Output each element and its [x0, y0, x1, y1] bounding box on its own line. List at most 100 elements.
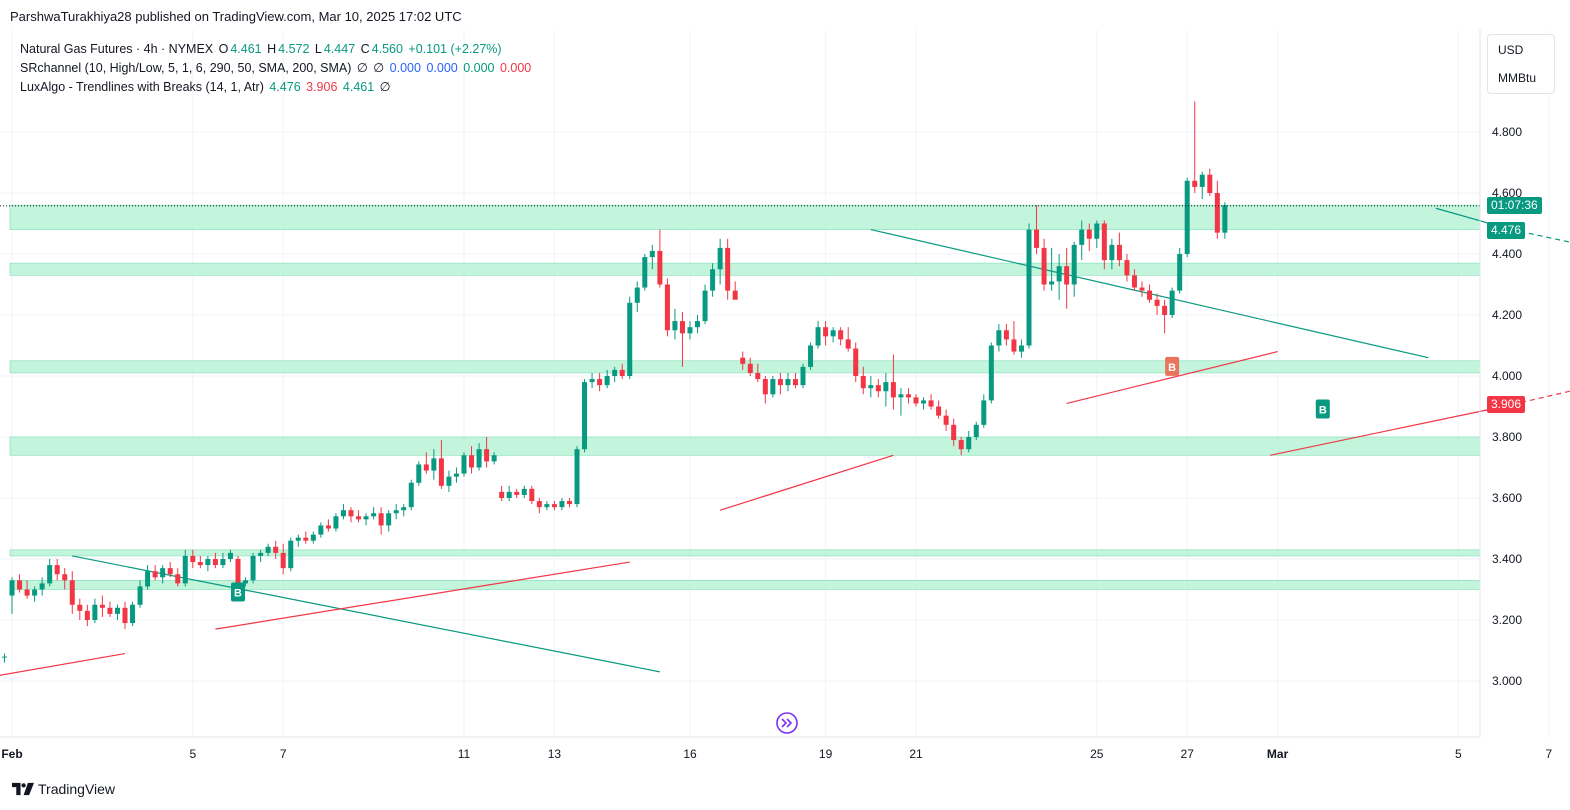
- candle-body: [92, 604, 98, 620]
- price-tick-label: 3.400: [1492, 552, 1522, 566]
- candle-body: [657, 250, 663, 285]
- candle-body: [99, 604, 105, 608]
- candle-body: [1071, 244, 1077, 285]
- units-selector[interactable]: USD MMBtu: [1487, 34, 1555, 94]
- lower-trendline-price-tag: 3.906: [1487, 395, 1526, 413]
- candle-body: [506, 491, 512, 498]
- candle-body: [386, 513, 392, 526]
- srchannel-value-3: 0.000: [463, 61, 495, 75]
- candle-body: [250, 555, 256, 581]
- candle-body: [544, 504, 550, 508]
- candle-body: [740, 357, 746, 364]
- candle-body: [860, 376, 866, 389]
- legend-luxalgo[interactable]: LuxAlgo - Trendlines with Breaks (14, 1,…: [20, 78, 533, 97]
- candle-body: [39, 583, 45, 590]
- candle-body: [1049, 281, 1055, 285]
- candle-body: [107, 607, 113, 614]
- candle-body: [288, 540, 294, 569]
- candle-body: [996, 330, 1002, 346]
- candle-body: [280, 552, 286, 569]
- srchannel-value-2: 0.000: [426, 61, 458, 75]
- candle-body: [792, 379, 798, 386]
- candle-body: [725, 247, 731, 291]
- candle-body: [551, 504, 557, 508]
- legend-srchannel[interactable]: SRchannel (10, High/Low, 5, 1, 6, 290, 5…: [20, 59, 533, 78]
- candle-body: [845, 339, 851, 349]
- candle-body: [461, 455, 467, 474]
- candle-body: [672, 321, 678, 331]
- candles: [1, 101, 1228, 663]
- current-price-tag: 4.476: [1487, 221, 1526, 239]
- candle-body: [1003, 330, 1009, 340]
- candle-body: [220, 559, 226, 566]
- candle-body: [770, 379, 776, 395]
- candle-body: [1207, 174, 1213, 193]
- time-tick-label: 16: [683, 747, 697, 761]
- candle-body: [1147, 290, 1153, 300]
- luxalgo-value-1: 4.476: [269, 80, 301, 94]
- candle-body: [114, 607, 120, 614]
- go-to-realtime-button[interactable]: [776, 712, 798, 734]
- time-tick-label: Feb: [1, 747, 22, 761]
- candle-body: [235, 559, 241, 584]
- candle-body: [1177, 254, 1183, 291]
- candle-body: [167, 568, 173, 575]
- candle-body: [604, 376, 610, 386]
- candle-body: [521, 488, 527, 495]
- candle-body: [318, 525, 324, 535]
- candle-body: [1131, 275, 1137, 288]
- luxalgo-null: ∅: [379, 80, 391, 94]
- candle-body: [190, 555, 196, 563]
- candle-body: [988, 345, 994, 401]
- candle-body: [529, 488, 535, 502]
- candle-body: [1184, 180, 1190, 254]
- candle-body: [785, 379, 791, 386]
- luxalgo-value-2: 3.906: [306, 80, 338, 94]
- candle-body: [710, 269, 716, 291]
- sr-zone: [9, 436, 1481, 456]
- legend-main-symbol[interactable]: Natural Gas Futures · 4h · NYMEX O 4.461 …: [20, 40, 533, 59]
- candle-body: [589, 379, 595, 383]
- candle-body: [777, 379, 783, 386]
- candle-body: [732, 290, 738, 300]
- candle-body: [130, 604, 136, 624]
- candle-body: [1222, 205, 1228, 233]
- candle-body: [808, 345, 814, 367]
- candle-body: [1041, 247, 1047, 285]
- candle-body: [212, 559, 218, 566]
- time-tick-label: 7: [280, 747, 287, 761]
- open-label: O: [218, 42, 229, 56]
- candle-body: [348, 510, 354, 517]
- low-value: 4.447: [323, 42, 356, 56]
- candle-body: [1214, 193, 1220, 233]
- candle-body: [627, 302, 633, 376]
- candle-body: [1124, 260, 1130, 276]
- price-axis: 4.800 4.600 4.400 4.200 4.000 3.800 3.600 3.400…: [1492, 125, 1522, 688]
- candle-body: [762, 379, 768, 395]
- candle-body: [973, 424, 979, 437]
- candle-body: [815, 327, 821, 346]
- candle-body: [958, 440, 964, 450]
- candle-body: [137, 586, 143, 605]
- candle-body: [898, 394, 904, 398]
- candle-body: [574, 449, 580, 505]
- candle-body: [1026, 229, 1032, 346]
- candle-body: [77, 604, 83, 611]
- tradingview-brand[interactable]: TradingView: [12, 781, 115, 797]
- candle-body: [340, 510, 346, 517]
- srchannel-value-1: 0.000: [389, 61, 421, 75]
- candle-body: [227, 552, 233, 559]
- candle-body: [333, 516, 339, 529]
- sr-zone: [9, 262, 1481, 276]
- tradingview-logo-icon: [12, 782, 34, 796]
- candle-body: [695, 321, 701, 328]
- candle-body: [295, 537, 301, 541]
- candle-body: [890, 382, 896, 398]
- time-tick-label: 7: [1545, 747, 1552, 761]
- candle-body: [687, 327, 693, 334]
- trendline: [1066, 351, 1278, 405]
- candle-body: [476, 449, 482, 468]
- candle-body: [514, 491, 520, 495]
- candle-body: [1139, 287, 1145, 291]
